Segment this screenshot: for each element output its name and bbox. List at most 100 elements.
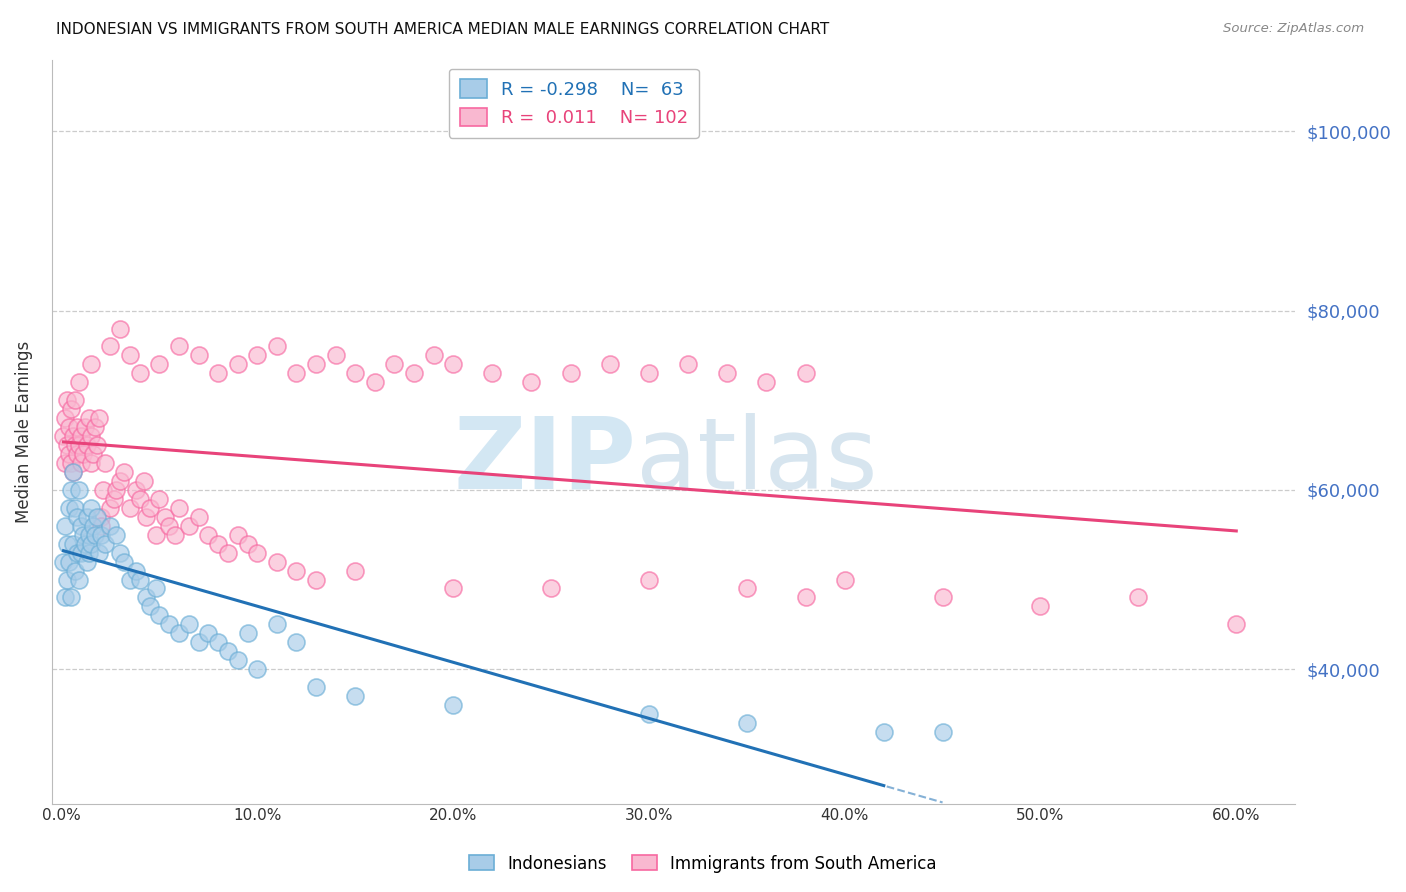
Point xyxy=(55,518,77,533)
Point xyxy=(67,483,90,497)
Point xyxy=(60,591,83,605)
Point xyxy=(58,447,80,461)
Point xyxy=(120,500,142,515)
Y-axis label: Median Male Earnings: Median Male Earnings xyxy=(15,341,32,523)
Point xyxy=(83,527,105,541)
Point xyxy=(638,573,661,587)
Point xyxy=(76,555,98,569)
Point xyxy=(441,357,464,371)
Point xyxy=(226,357,249,371)
Point xyxy=(138,599,160,614)
Point xyxy=(177,617,200,632)
Point xyxy=(67,573,90,587)
Point xyxy=(520,376,543,390)
Point xyxy=(266,617,288,632)
Point xyxy=(73,420,96,434)
Point xyxy=(402,367,425,381)
Point xyxy=(80,456,103,470)
Point xyxy=(187,348,209,362)
Point xyxy=(441,582,464,596)
Point xyxy=(157,617,180,632)
Point xyxy=(167,339,190,353)
Point xyxy=(207,635,229,649)
Point xyxy=(100,339,122,353)
Text: Source: ZipAtlas.com: Source: ZipAtlas.com xyxy=(1223,22,1364,36)
Point xyxy=(132,474,155,488)
Point xyxy=(187,509,209,524)
Point xyxy=(87,546,110,560)
Point xyxy=(382,357,405,371)
Point xyxy=(931,725,953,739)
Point xyxy=(148,491,170,506)
Point xyxy=(148,357,170,371)
Point xyxy=(56,438,79,452)
Point xyxy=(65,393,87,408)
Point xyxy=(72,447,94,461)
Point xyxy=(80,357,103,371)
Point xyxy=(226,653,249,667)
Point xyxy=(145,582,167,596)
Point xyxy=(716,367,738,381)
Legend: R = -0.298    N=  63, R =  0.011    N= 102: R = -0.298 N= 63, R = 0.011 N= 102 xyxy=(449,69,699,138)
Point xyxy=(755,376,778,390)
Point xyxy=(62,465,84,479)
Point xyxy=(58,555,80,569)
Point xyxy=(266,555,288,569)
Text: ZIP: ZIP xyxy=(453,413,636,510)
Point xyxy=(344,367,367,381)
Point xyxy=(266,339,288,353)
Point xyxy=(66,447,89,461)
Point xyxy=(125,564,148,578)
Point xyxy=(1128,591,1150,605)
Point xyxy=(77,527,100,541)
Point xyxy=(794,367,817,381)
Point xyxy=(226,527,249,541)
Point xyxy=(305,573,328,587)
Point xyxy=(110,474,132,488)
Point xyxy=(1225,617,1247,632)
Point xyxy=(76,438,98,452)
Point xyxy=(90,509,112,524)
Point xyxy=(66,546,89,560)
Point xyxy=(60,483,83,497)
Point xyxy=(83,420,105,434)
Point xyxy=(91,483,114,497)
Point xyxy=(155,509,177,524)
Point xyxy=(157,518,180,533)
Point xyxy=(560,367,582,381)
Point xyxy=(56,573,79,587)
Point xyxy=(82,518,104,533)
Point xyxy=(103,491,125,506)
Point xyxy=(135,509,157,524)
Point xyxy=(93,456,115,470)
Point xyxy=(128,491,150,506)
Point xyxy=(285,635,308,649)
Point xyxy=(58,420,80,434)
Point xyxy=(62,429,84,443)
Point xyxy=(56,393,79,408)
Point xyxy=(167,626,190,640)
Point xyxy=(65,564,87,578)
Point xyxy=(82,447,104,461)
Point xyxy=(67,438,90,452)
Point xyxy=(481,367,503,381)
Point xyxy=(110,546,132,560)
Point xyxy=(52,555,75,569)
Point xyxy=(65,500,87,515)
Point xyxy=(148,608,170,623)
Point xyxy=(90,527,112,541)
Point xyxy=(246,546,269,560)
Point xyxy=(217,644,239,658)
Point xyxy=(344,564,367,578)
Point xyxy=(794,591,817,605)
Point xyxy=(207,536,229,550)
Point xyxy=(344,689,367,703)
Point xyxy=(55,591,77,605)
Point xyxy=(285,367,308,381)
Point xyxy=(931,591,953,605)
Point xyxy=(138,500,160,515)
Point xyxy=(638,367,661,381)
Point xyxy=(540,582,562,596)
Point xyxy=(125,483,148,497)
Point xyxy=(236,536,259,550)
